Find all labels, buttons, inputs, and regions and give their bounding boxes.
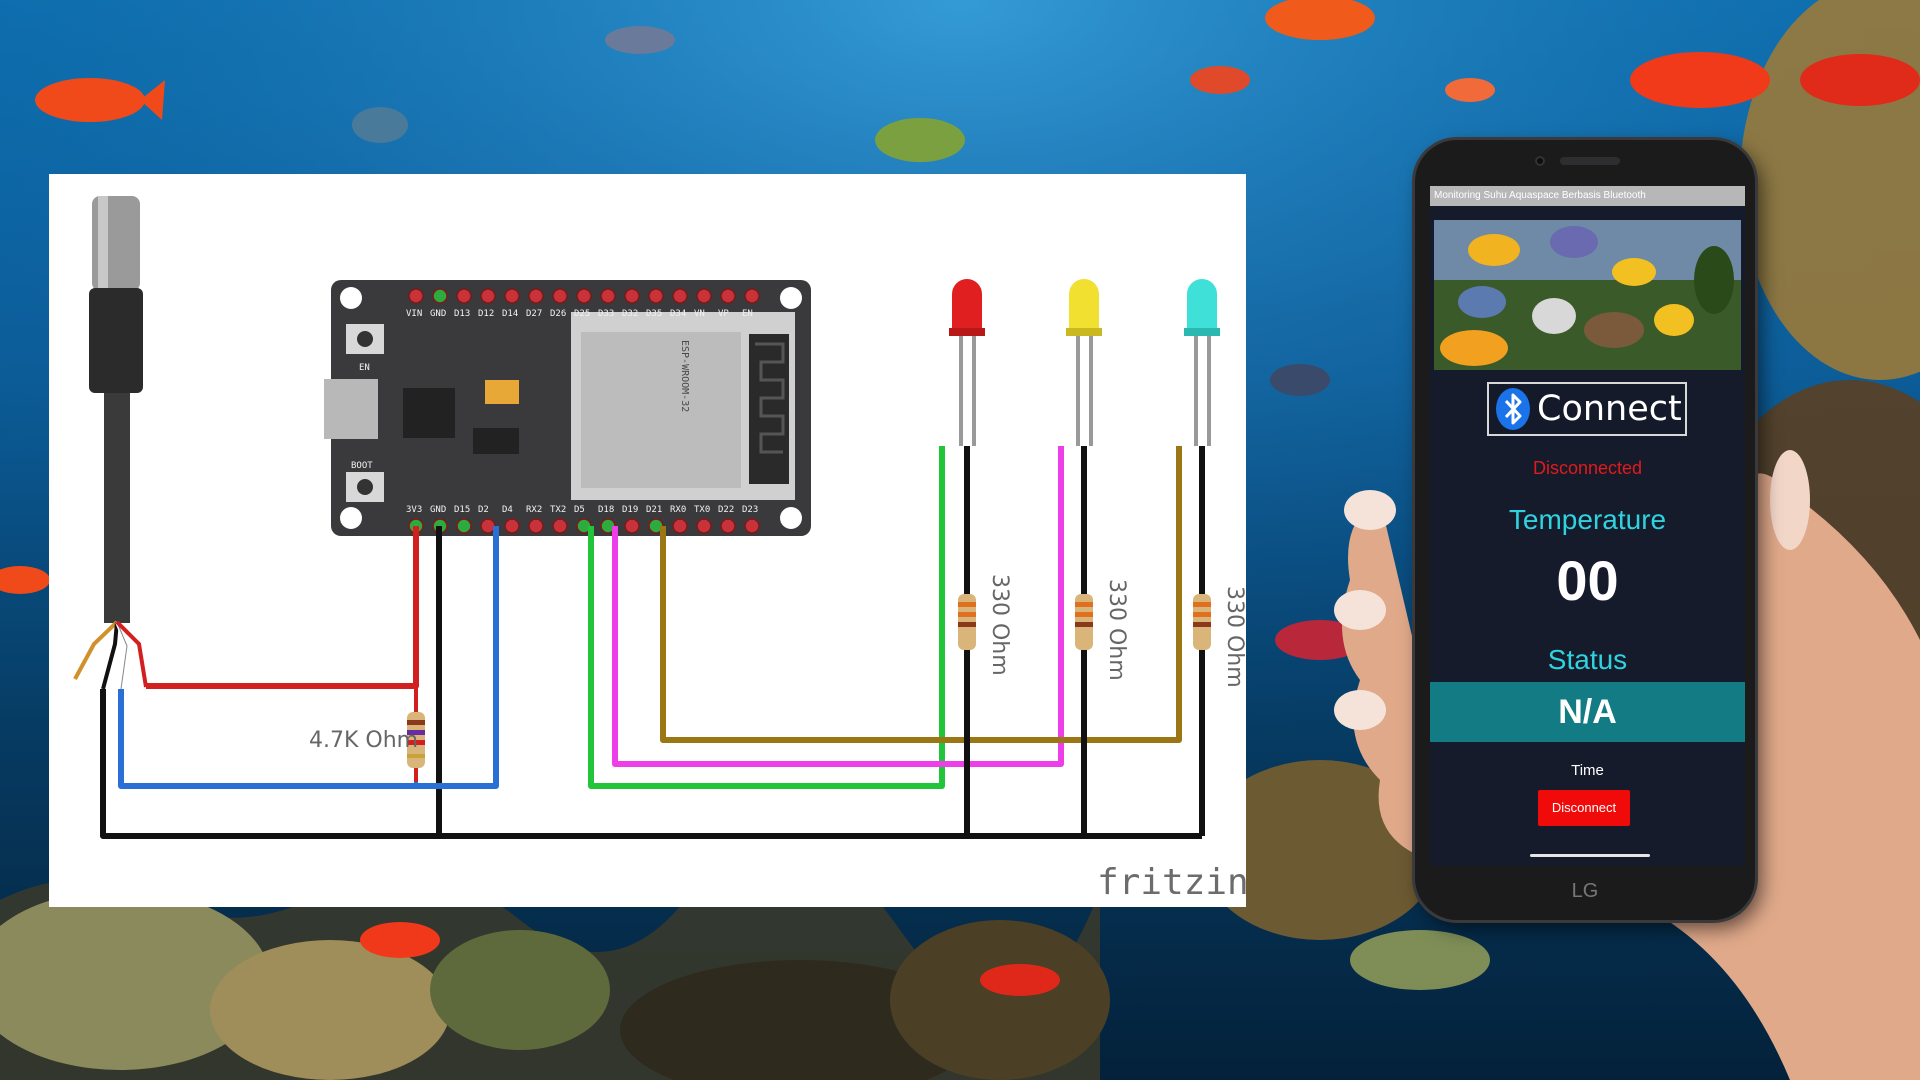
top-pin-label: D34 — [670, 309, 686, 319]
top-pin-d14 — [504, 288, 520, 304]
connect-label: Connect — [1537, 389, 1682, 429]
bot-pin-label: D23 — [742, 505, 758, 515]
bot-pin-d22 — [720, 518, 736, 534]
bot-pin-label: RX0 — [670, 505, 686, 515]
top-pin-d35 — [648, 288, 664, 304]
status-label: Status — [1547, 644, 1628, 675]
disconnect-button[interactable]: Disconnect — [1538, 790, 1630, 826]
led-anode-wires — [939, 446, 1205, 624]
led-resistors: 330 Ohm 330 Ohm 330 Ohm — [958, 574, 1246, 688]
top-pin-label: D32 — [622, 309, 638, 319]
led-resistor-label-2: 330 Ohm — [1104, 579, 1129, 681]
wires — [100, 526, 1205, 839]
temperature-probe — [73, 196, 148, 690]
top-pin-label: D26 — [550, 309, 566, 319]
bot-pin-d2 — [480, 518, 496, 534]
top-pin-en — [744, 288, 760, 304]
wiring-diagram: ESP-WROOM-32 VIN GND D13 D12 D14 D27 D26 D25 D33… — [49, 174, 1246, 907]
top-pin-d34 — [672, 288, 688, 304]
bot-pin-rx0 — [672, 518, 688, 534]
bot-pin-label: D2 — [478, 505, 489, 515]
en-button-label: EN — [359, 363, 370, 373]
home-indicator[interactable] — [1530, 854, 1650, 857]
top-pin-d12 — [480, 288, 496, 304]
bot-pin-label: D18 — [598, 505, 614, 515]
bot-pin-label: TX0 — [694, 505, 710, 515]
top-pin-label: D14 — [502, 309, 518, 319]
esp32-board: ESP-WROOM-32 VIN GND D13 D12 D14 D27 D26 D25 D33… — [324, 280, 811, 536]
bot-pin-d15 — [456, 518, 472, 534]
status-value: N/A — [1430, 682, 1745, 742]
bot-pin-label: D19 — [622, 505, 638, 515]
top-pin-vn — [696, 288, 712, 304]
top-pin-label: D13 — [454, 309, 470, 319]
top-pin-label: D33 — [598, 309, 614, 319]
earpiece-speaker — [1560, 157, 1620, 165]
circuit-svg: ESP-WROOM-32 VIN GND D13 D12 D14 D27 D26 D25 D33… — [73, 196, 1246, 903]
bot-pin-label: D5 — [574, 505, 585, 515]
phone-brand-logo: LG — [1571, 880, 1599, 902]
bot-pin-rx2 — [528, 518, 544, 534]
app-title-bar: Monitoring Suhu Aquaspace Berbasis Bluet… — [1430, 186, 1745, 206]
bot-pin-label: D21 — [646, 505, 662, 515]
temperature-label: Temperature — [1508, 504, 1667, 535]
bot-pin-label: D22 — [718, 505, 734, 515]
top-pin-d26 — [552, 288, 568, 304]
top-pin-gnd — [432, 288, 448, 304]
bot-pin-tx0 — [696, 518, 712, 534]
top-pin-label: D25 — [574, 309, 590, 319]
app-screen: Monitoring Suhu Aquaspace Berbasis Bluet… — [1430, 186, 1745, 866]
top-pin-label: VIN — [406, 309, 422, 319]
module-text: ESP-WROOM-32 — [679, 340, 690, 412]
led-resistor-label-3: 330 Ohm — [1222, 586, 1246, 688]
top-pin-vin — [408, 288, 424, 304]
top-pin-label: VP — [718, 309, 729, 319]
bot-pin-label: TX2 — [550, 505, 566, 515]
pullup-resistor-label: 4.7K Ohm — [309, 728, 418, 753]
led-resistor-label-1: 330 Ohm — [987, 574, 1012, 676]
front-camera-icon — [1535, 156, 1545, 166]
top-pin-label: D27 — [526, 309, 542, 319]
connect-button[interactable]: Connect — [1487, 382, 1687, 436]
boot-button-label: BOOT — [351, 461, 373, 471]
top-pin-d25 — [576, 288, 592, 304]
top-pin-d32 — [624, 288, 640, 304]
bot-pin-label: D15 — [454, 505, 470, 515]
bot-pin-tx2 — [552, 518, 568, 534]
bluetooth-icon — [1496, 388, 1530, 430]
top-pin-label: VN — [694, 309, 705, 319]
bot-pin-d19 — [624, 518, 640, 534]
top-pin-label: GND — [430, 309, 446, 319]
time-label: Time — [1571, 762, 1604, 779]
top-pin-label: D35 — [646, 309, 662, 319]
top-pin-d13 — [456, 288, 472, 304]
phone-top-bezel — [1415, 140, 1755, 188]
top-pin-d27 — [528, 288, 544, 304]
top-pin-row — [408, 288, 760, 304]
top-pin-d33 — [600, 288, 616, 304]
led-cyan — [1184, 279, 1220, 446]
connection-status: Disconnected — [1532, 458, 1643, 478]
temperature-value: 00 — [1556, 549, 1619, 612]
led-yellow — [1066, 279, 1102, 446]
bot-pin-label: 3V3 — [406, 505, 422, 515]
smartphone: Monitoring Suhu Aquaspace Berbasis Bluet… — [1415, 140, 1755, 920]
bot-pin-d23 — [744, 518, 760, 534]
fritzing-watermark: fritzing — [1097, 862, 1246, 903]
led-red — [949, 279, 985, 446]
top-pin-label: D12 — [478, 309, 494, 319]
aquarium-banner-image — [1434, 220, 1741, 370]
bot-pin-d4 — [504, 518, 520, 534]
bot-pin-label: RX2 — [526, 505, 542, 515]
pullup-resistor: 4.7K Ohm — [309, 712, 425, 768]
top-pin-label: EN — [742, 309, 753, 319]
bot-pin-label: D4 — [502, 505, 513, 515]
fish-group — [0, 0, 1920, 996]
top-pin-vp — [720, 288, 736, 304]
bottom-pin-row — [408, 518, 760, 534]
bot-pin-label: GND — [430, 505, 446, 515]
